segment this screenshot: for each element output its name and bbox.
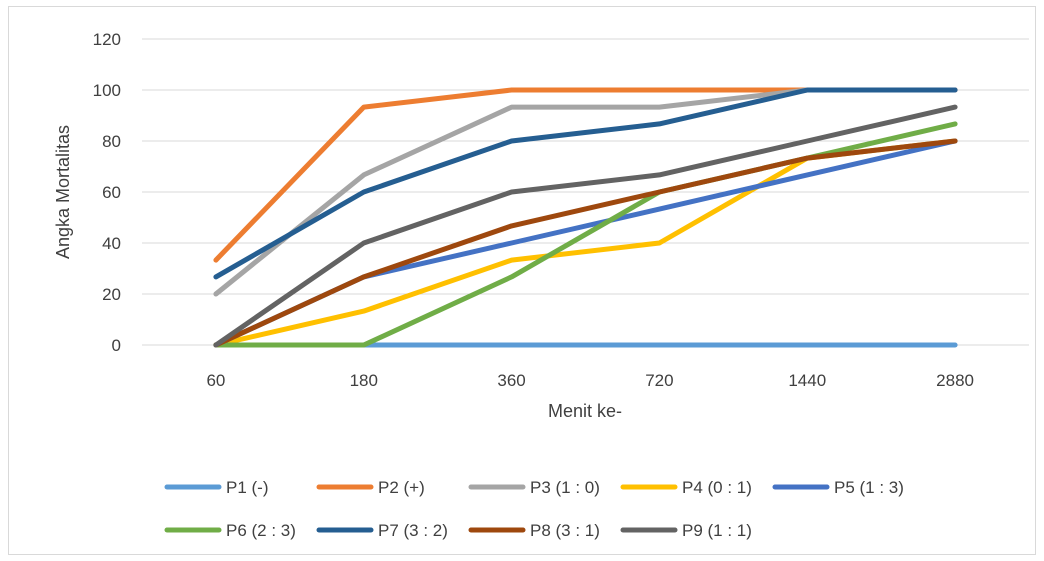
legend-label-5: P5 (1 : 3): [834, 478, 904, 497]
y-tick-label: 0: [112, 336, 121, 355]
y-axis-ticks: 0 20 40 60 80 100 120: [93, 30, 121, 355]
legend-label-7: P7 (3 : 2): [378, 521, 448, 540]
x-tick-label: 180: [350, 371, 378, 390]
legend-label-2: P2 (+): [378, 478, 425, 497]
y-tick-label: 120: [93, 30, 121, 49]
x-tick-label: 60: [206, 371, 225, 390]
legend-label-3: P3 (1 : 0): [530, 478, 600, 497]
gridlines: [142, 38, 1029, 346]
y-tick-label: 80: [102, 132, 121, 151]
x-tick-label: 360: [497, 371, 525, 390]
legend-label-1: P1 (-): [226, 478, 269, 497]
series-line-6: [213, 121, 958, 348]
y-tick-label: 60: [102, 183, 121, 202]
series-lines: [213, 87, 958, 348]
legend: P1 (-) P2 (+) P3 (1 : 0) P4 (0 : 1) P5 (1 : …: [164, 478, 904, 540]
x-axis-title: Menit ke-: [548, 401, 622, 421]
series-line-9: [213, 104, 958, 348]
series-line-7: [213, 87, 958, 280]
x-tick-label: 720: [645, 371, 673, 390]
x-tick-label: 1440: [788, 371, 826, 390]
y-tick-label: 20: [102, 285, 121, 304]
legend-label-8: P8 (3 : 1): [530, 521, 600, 540]
y-tick-label: 100: [93, 81, 121, 100]
y-tick-label: 40: [102, 234, 121, 253]
legend-label-4: P4 (0 : 1): [682, 478, 752, 497]
legend-label-9: P9 (1 : 1): [682, 521, 752, 540]
x-axis-ticks: 60 180 360 720 1440 2880: [206, 371, 974, 390]
legend-label-6: P6 (2 : 3): [226, 521, 296, 540]
chart-frame: [8, 6, 1036, 555]
y-axis-title: Angka Mortalitas: [53, 125, 73, 259]
x-tick-label: 2880: [936, 371, 974, 390]
series-line-8: [213, 138, 958, 348]
